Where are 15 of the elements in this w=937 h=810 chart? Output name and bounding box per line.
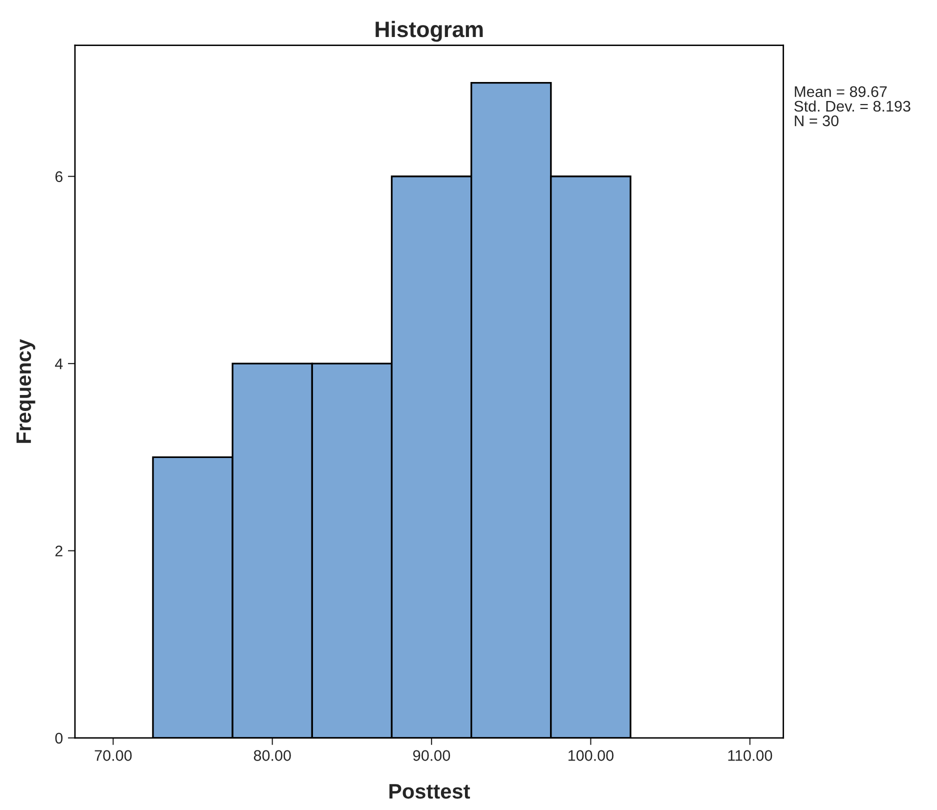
text: N = 30	[794, 115, 838, 126]
y-axis-title: Frequency	[16, 339, 36, 443]
text: Mean = 89.67	[794, 86, 887, 98]
y-tick-label: 0	[55, 732, 63, 744]
text: Std. Dev. = 8.193	[794, 100, 910, 112]
x-tick-label: 90.00	[413, 750, 450, 761]
x-axis-title: Posttest	[389, 784, 470, 799]
y-tick-label: 4	[55, 358, 63, 370]
y-tick-label: 6	[55, 171, 62, 182]
x-tick-label: 80.00	[254, 750, 291, 761]
y-tick-label: 2	[55, 546, 62, 556]
x-tick-label: 100.00	[568, 750, 614, 761]
chart-title: Histogram	[376, 20, 483, 42]
x-tick-label: 110.00	[728, 750, 772, 761]
x-tick-label: 70.00	[94, 750, 132, 761]
